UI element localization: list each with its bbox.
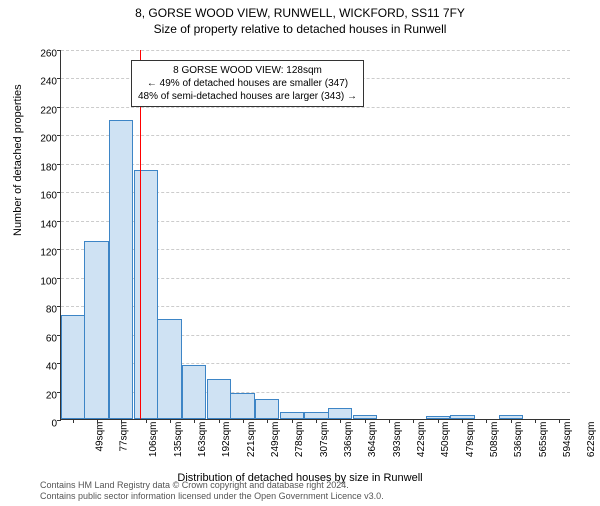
y-tick-label: 0 xyxy=(29,419,57,430)
x-tick-label: 163sqm xyxy=(197,422,208,458)
x-tick-mark xyxy=(146,419,147,423)
x-tick-label: 278sqm xyxy=(294,422,305,458)
histogram-bar xyxy=(84,241,108,419)
y-tick-mark xyxy=(57,164,61,165)
y-tick-mark xyxy=(57,192,61,193)
histogram-bar xyxy=(207,379,231,419)
x-tick-label: 565sqm xyxy=(538,422,549,458)
x-tick-mark xyxy=(121,419,122,423)
x-tick-label: 536sqm xyxy=(513,422,524,458)
y-tick-label: 240 xyxy=(29,77,57,88)
x-tick-mark xyxy=(194,419,195,423)
x-tick-label: 77sqm xyxy=(118,422,129,452)
x-tick-label: 622sqm xyxy=(586,422,597,458)
attribution-line-1: Contains HM Land Registry data © Crown c… xyxy=(40,480,384,491)
x-tick-mark xyxy=(559,419,560,423)
x-tick-label: 364sqm xyxy=(367,422,378,458)
y-tick-label: 60 xyxy=(29,333,57,344)
x-tick-mark xyxy=(267,419,268,423)
annotation-line: 8 GORSE WOOD VIEW: 128sqm xyxy=(138,64,357,77)
x-tick-mark xyxy=(292,419,293,423)
x-tick-mark xyxy=(438,419,439,423)
y-tick-mark xyxy=(57,420,61,421)
histogram-bar xyxy=(157,319,181,419)
x-tick-mark xyxy=(511,419,512,423)
y-axis-label: Number of detached properties xyxy=(12,84,24,236)
x-tick-mark xyxy=(170,419,171,423)
histogram-bar xyxy=(304,412,328,419)
y-tick-label: 20 xyxy=(29,390,57,401)
x-tick-label: 479sqm xyxy=(465,422,476,458)
y-tick-label: 40 xyxy=(29,362,57,373)
histogram-bar xyxy=(280,412,304,419)
x-tick-label: 594sqm xyxy=(562,422,573,458)
annotation-line: ← 49% of detached houses are smaller (34… xyxy=(138,77,357,90)
x-tick-label: 49sqm xyxy=(94,422,105,452)
plot-area: 02040608010012014016018020022024026049sq… xyxy=(60,50,570,420)
y-tick-label: 80 xyxy=(29,305,57,316)
x-tick-label: 221sqm xyxy=(246,422,257,458)
histogram-bar xyxy=(61,315,85,419)
attribution: Contains HM Land Registry data © Crown c… xyxy=(40,480,384,502)
y-tick-label: 160 xyxy=(29,191,57,202)
x-tick-label: 508sqm xyxy=(489,422,500,458)
x-tick-label: 192sqm xyxy=(221,422,232,458)
y-tick-mark xyxy=(57,278,61,279)
y-tick-mark xyxy=(57,50,61,51)
y-tick-mark xyxy=(57,249,61,250)
y-tick-label: 220 xyxy=(29,105,57,116)
y-tick-label: 100 xyxy=(29,276,57,287)
x-tick-mark xyxy=(219,419,220,423)
y-tick-mark xyxy=(57,78,61,79)
x-tick-mark xyxy=(365,419,366,423)
y-tick-label: 140 xyxy=(29,219,57,230)
x-tick-mark xyxy=(413,419,414,423)
x-tick-label: 106sqm xyxy=(148,422,159,458)
x-tick-label: 249sqm xyxy=(270,422,281,458)
histogram-bar xyxy=(109,120,133,419)
y-tick-mark xyxy=(57,221,61,222)
histogram-bar xyxy=(182,365,206,419)
y-tick-mark xyxy=(57,135,61,136)
x-tick-mark xyxy=(97,419,98,423)
gridline xyxy=(61,107,570,108)
x-tick-label: 450sqm xyxy=(440,422,451,458)
x-tick-mark xyxy=(73,419,74,423)
x-tick-mark xyxy=(316,419,317,423)
y-tick-label: 200 xyxy=(29,134,57,145)
x-tick-mark xyxy=(535,419,536,423)
attribution-line-2: Contains public sector information licen… xyxy=(40,491,384,502)
x-tick-label: 336sqm xyxy=(344,422,355,458)
y-tick-label: 120 xyxy=(29,248,57,259)
histogram-bar xyxy=(255,399,279,419)
x-tick-mark xyxy=(486,419,487,423)
gridline xyxy=(61,164,570,165)
page-subtitle: Size of property relative to detached ho… xyxy=(0,22,600,36)
histogram-bar xyxy=(328,408,352,419)
x-tick-label: 393sqm xyxy=(392,422,403,458)
x-tick-mark xyxy=(462,419,463,423)
gridline xyxy=(61,135,570,136)
x-tick-label: 307sqm xyxy=(319,422,330,458)
histogram-bar xyxy=(134,170,158,419)
x-tick-mark xyxy=(340,419,341,423)
chart-area: 02040608010012014016018020022024026049sq… xyxy=(60,50,570,420)
y-tick-label: 180 xyxy=(29,162,57,173)
x-tick-label: 422sqm xyxy=(416,422,427,458)
gridline xyxy=(61,50,570,51)
annotation-line: 48% of semi-detached houses are larger (… xyxy=(138,90,357,103)
x-tick-mark xyxy=(243,419,244,423)
x-tick-label: 135sqm xyxy=(173,422,184,458)
y-tick-mark xyxy=(57,107,61,108)
y-tick-label: 260 xyxy=(29,49,57,60)
histogram-bar xyxy=(230,393,254,419)
annotation-box: 8 GORSE WOOD VIEW: 128sqm← 49% of detach… xyxy=(131,60,364,107)
x-tick-mark xyxy=(389,419,390,423)
y-tick-mark xyxy=(57,306,61,307)
page-title: 8, GORSE WOOD VIEW, RUNWELL, WICKFORD, S… xyxy=(0,6,600,20)
